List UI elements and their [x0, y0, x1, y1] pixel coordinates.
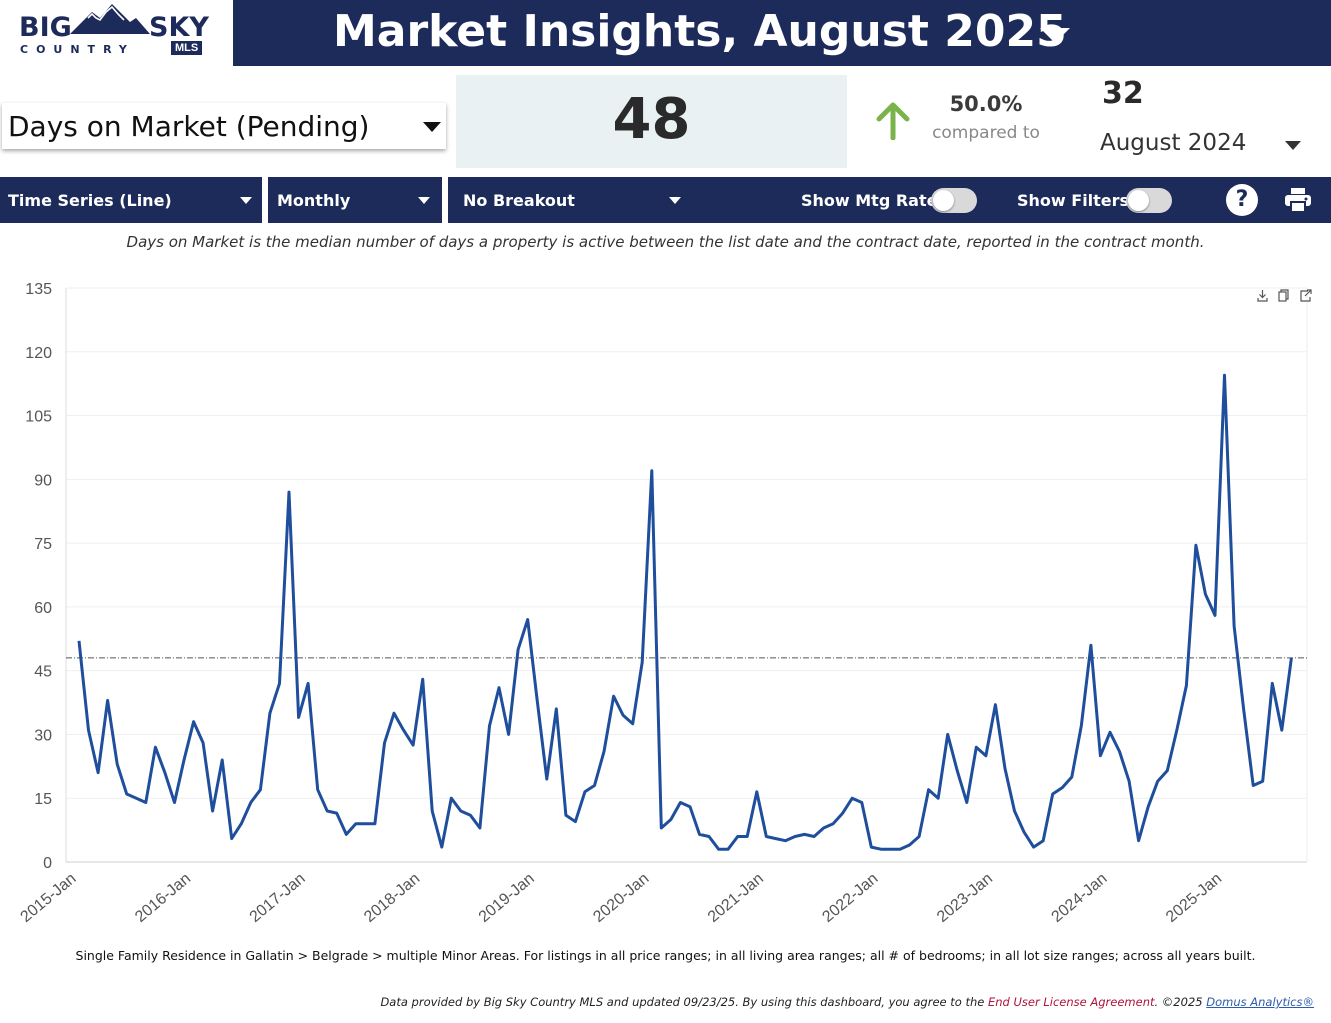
copyright-text: . ©2025 [1154, 995, 1207, 1009]
y-tick-label: 90 [34, 472, 52, 489]
filter-summary: Single Family Residence in Gallatin > Be… [75, 948, 1256, 963]
metric-dropdown-label: Days on Market (Pending) [8, 110, 370, 143]
interval-dropdown[interactable]: Monthly [268, 177, 442, 223]
x-tick-label: 2023-Jan [934, 870, 996, 926]
chevron-down-icon [418, 197, 430, 204]
y-tick-label: 0 [43, 855, 52, 872]
y-tick-label: 30 [34, 727, 52, 744]
logo-big-text: BIG [19, 12, 72, 43]
x-tick-label: 2021-Jan [705, 870, 767, 926]
current-value-card: 48 [456, 75, 847, 168]
comparison-period-caret-icon[interactable] [1285, 141, 1301, 150]
x-tick-label: 2017-Jan [247, 870, 309, 926]
toolbar-divider [262, 177, 268, 223]
copy-icon[interactable] [1278, 289, 1289, 302]
y-tick-label: 75 [34, 536, 52, 553]
comparison-period-dropdown[interactable]: August 2024 [1100, 130, 1247, 156]
toolbar-divider [442, 177, 448, 223]
show-filters-toggle[interactable] [1126, 188, 1172, 213]
y-tick-label: 45 [34, 664, 52, 681]
download-icon[interactable] [1257, 290, 1268, 302]
x-tick-label: 2016-Jan [132, 870, 194, 926]
title-dropdown-caret-icon[interactable] [1040, 28, 1070, 43]
days-on-market-line-chart: 0 15 30 45 60 75 90 105 120 135 2015-Jan 2016-Jan 20… [18, 281, 1308, 926]
x-tick-label: 2024-Jan [1049, 870, 1111, 926]
arrow-up-icon [876, 102, 910, 140]
x-tick-label: 2025-Jan [1163, 870, 1225, 926]
metric-description: Days on Market is the median number of d… [126, 233, 1205, 251]
export-icon[interactable] [1300, 289, 1312, 302]
x-tick-label: 2019-Jan [476, 870, 538, 926]
chart-toolbar: Time Series (Line) Monthly No Breakout S… [0, 177, 1331, 223]
x-tick-label: 2015-Jan [18, 870, 80, 926]
chart-type-label: Time Series (Line) [8, 191, 172, 210]
print-icon[interactable] [1284, 187, 1312, 213]
y-tick-label: 15 [34, 791, 52, 808]
metric-dropdown[interactable]: Days on Market (Pending) [2, 103, 446, 149]
y-tick-label: 60 [34, 600, 52, 617]
footer: Data provided by Big Sky Country MLS and… [0, 995, 1314, 1009]
logo-mls-badge: MLS [171, 41, 203, 55]
series-line [77, 373, 1293, 851]
chevron-down-icon [240, 197, 252, 204]
domus-analytics-link[interactable]: Domus Analytics® [1206, 995, 1314, 1009]
toggle-knob [933, 190, 954, 211]
show-mtg-rate-toggle[interactable] [931, 188, 977, 213]
chart-tool-icons [1257, 289, 1312, 302]
x-tick-label: 2020-Jan [590, 870, 652, 926]
toggle-knob [1128, 190, 1149, 211]
show-mtg-rate-label: Show Mtg Rate: [801, 191, 944, 210]
y-tick-label: 120 [25, 345, 52, 362]
page-title: Market Insights, August 2025 [333, 6, 1067, 57]
breakout-label: No Breakout [463, 191, 575, 210]
compared-to-label: compared to [932, 123, 1040, 143]
breakout-dropdown[interactable]: No Breakout [448, 177, 692, 223]
chevron-down-icon [423, 122, 441, 132]
interval-label: Monthly [277, 191, 351, 210]
y-tick-label: 105 [25, 409, 52, 426]
mountain-icon [70, 4, 150, 34]
chevron-down-icon [669, 197, 681, 204]
current-value: 48 [612, 87, 691, 152]
big-sky-country-mls-logo[interactable]: BIG SKY COUNTRY MLS [0, 0, 233, 66]
comparison-value: 32 [1102, 76, 1144, 111]
chart-type-dropdown[interactable]: Time Series (Line) [0, 177, 262, 223]
x-tick-label: 2018-Jan [361, 870, 423, 926]
help-button[interactable]: ? [1226, 184, 1258, 216]
y-tick-label: 135 [25, 281, 52, 298]
footer-text: Data provided by Big Sky Country MLS and… [380, 995, 988, 1009]
show-filters-label: Show Filters: [1017, 191, 1136, 210]
change-percent: 50.0% [949, 92, 1023, 116]
x-tick-label: 2022-Jan [819, 870, 881, 926]
logo-country-text: COUNTRY [20, 43, 135, 56]
eula-link[interactable]: End User License Agreement [987, 995, 1155, 1009]
chart-tools [1256, 289, 1316, 308]
logo-sky-text: SKY [149, 12, 209, 43]
title-bar: Market Insights, August 2025 [233, 0, 1331, 66]
